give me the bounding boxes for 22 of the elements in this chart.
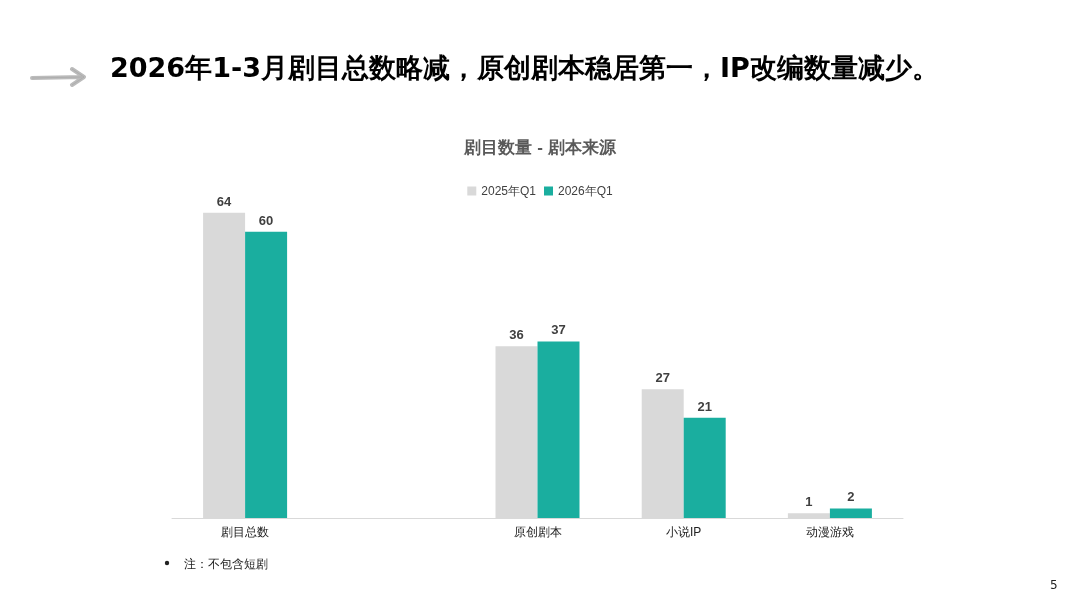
bar	[245, 231, 288, 518]
data-label: 36	[509, 327, 524, 343]
data-label: 2	[847, 489, 855, 505]
x-tick-label: 动漫游戏	[805, 525, 854, 539]
legend-label: 2025年Q1	[481, 184, 537, 198]
chart-title: 2026年1-3月剧目总数略减，原创剧本稳居第一，IP改编数量减少。	[110, 51, 939, 85]
x-tick-label: 原创剧本	[513, 525, 562, 539]
chart-subtitle: 剧目数量 - 剧本来源	[463, 138, 617, 157]
bar	[683, 417, 726, 518]
data-label: 60	[258, 212, 274, 228]
data-label: 27	[655, 370, 670, 386]
bar	[829, 508, 872, 518]
data-label: 37	[551, 322, 566, 338]
data-label: 1	[805, 494, 813, 510]
text: 注：不包含短剧	[184, 556, 268, 573]
x-tick-label: 剧目总数	[221, 525, 270, 539]
data-label: 21	[697, 398, 712, 414]
bar	[537, 341, 580, 518]
x-tick-label: 小说IP	[666, 525, 702, 539]
legend-label: 2026年Q1	[558, 184, 614, 198]
text: 5	[1050, 578, 1058, 592]
data-label: 64	[216, 193, 233, 209]
